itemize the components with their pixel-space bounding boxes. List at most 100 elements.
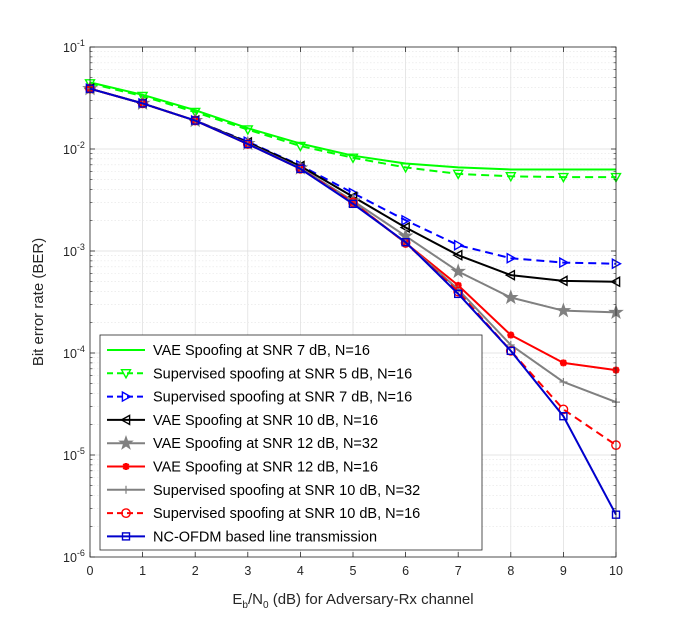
series-line — [89, 87, 617, 516]
x-tick-label: 0 — [87, 564, 94, 578]
legend-marker — [122, 485, 130, 494]
data-point — [557, 172, 570, 184]
data-point — [504, 269, 516, 281]
legend-marker — [121, 508, 131, 518]
y-tick-labels: 10-610-510-410-310-210-1 — [63, 38, 85, 565]
x-tick-label: 2 — [192, 564, 199, 578]
y-tick-label-exponent: -5 — [77, 446, 85, 456]
data-point — [242, 125, 254, 136]
legend-label: Supervised spoofing at SNR 10 dB, N=16 — [153, 506, 420, 522]
y-tick-label: 10-5 — [63, 446, 85, 463]
y-tick-label-exponent: -2 — [77, 140, 85, 150]
x-tick-label: 5 — [350, 564, 357, 578]
legend-label: VAE Spoofing at SNR 12 dB, N=32 — [153, 436, 378, 452]
data-point — [296, 164, 305, 173]
data-point — [555, 302, 572, 318]
x-tick-label: 3 — [244, 564, 251, 578]
legend-marker — [120, 414, 131, 426]
y-tick-label: 10-6 — [63, 548, 85, 565]
y-tick-label-base: 10 — [63, 245, 77, 259]
legend-entry: VAE Spoofing at SNR 12 dB, N=32 — [107, 434, 378, 452]
legend-label: Supervised spoofing at SNR 5 dB, N=16 — [153, 366, 412, 382]
data-point — [452, 249, 463, 261]
data-point — [452, 169, 464, 180]
data-point — [559, 359, 567, 367]
legend-entry: VAE Spoofing at SNR 10 dB, N=16 — [107, 413, 378, 429]
data-point — [502, 289, 519, 305]
legend-entry: NC-OFDM based line transmission — [107, 529, 377, 545]
data-point — [506, 252, 517, 264]
y-tick-label-base: 10 — [63, 41, 77, 55]
data-point — [401, 214, 412, 226]
data-point — [454, 281, 462, 289]
legend-label: Supervised spoofing at SNR 7 dB, N=16 — [153, 390, 412, 406]
legend-entry: Supervised spoofing at SNR 10 dB, N=32 — [107, 483, 420, 499]
x-axis-label-e: E — [232, 591, 242, 608]
legend-label: VAE Spoofing at SNR 12 dB, N=16 — [153, 460, 378, 476]
series-1 — [89, 81, 616, 171]
legend: VAE Spoofing at SNR 7 dB, N=16 Supervised… — [99, 334, 483, 551]
data-point — [450, 263, 467, 279]
x-tick-label: 9 — [560, 564, 567, 578]
x-tick-label: 1 — [139, 564, 146, 578]
legend-box — [99, 334, 483, 551]
x-axis-label-sub-0: 0 — [263, 600, 269, 611]
x-tick-label: 10 — [609, 564, 623, 578]
data-point — [559, 256, 570, 269]
y-tick-label-base: 10 — [63, 143, 77, 157]
x-axis-label-rest: (dB) for Adversary-Rx channel — [269, 591, 474, 608]
y-tick-label-base: 10 — [63, 551, 77, 565]
data-point — [611, 258, 622, 270]
legend-marker — [120, 369, 132, 380]
data-point — [138, 99, 147, 108]
legend-marker — [118, 434, 134, 450]
legend-marker — [122, 463, 130, 470]
legend-entry: VAE Spoofing at SNR 7 dB, N=16 — [107, 343, 370, 359]
data-point — [243, 139, 253, 149]
y-tick-label: 10-3 — [63, 242, 85, 259]
data-point — [453, 239, 465, 251]
y-tick-label-base: 10 — [63, 449, 77, 463]
x-axis-label-sub-b: b — [242, 600, 248, 611]
data-point — [190, 116, 200, 125]
data-point — [294, 141, 307, 152]
data-point — [506, 346, 515, 356]
legend-entry: VAE Spoofing at SNR 12 dB, N=16 — [107, 460, 378, 476]
data-point — [189, 107, 201, 119]
x-tick-labels: 0 1 2 3 4 5 6 7 8 9 10 — [87, 564, 623, 578]
data-point — [559, 412, 568, 421]
legend-entry: Supervised spoofing at SNR 5 dB, N=16 — [107, 366, 412, 382]
legend-marker — [121, 390, 132, 403]
y-tick-label-exponent: -1 — [77, 38, 85, 48]
data-point — [347, 153, 359, 164]
series-line — [89, 81, 616, 171]
legend-label: NC-OFDM based line transmission — [153, 529, 377, 545]
legend-label: VAE Spoofing at SNR 7 dB, N=16 — [153, 343, 370, 359]
x-axis-label-slash-n: /N — [248, 591, 263, 608]
data-point — [136, 91, 149, 103]
y-tick-label: 10-4 — [63, 344, 85, 361]
y-tick-label-exponent: -4 — [77, 344, 85, 354]
data-point — [559, 377, 568, 386]
legend-label: Supervised spoofing at SNR 10 dB, N=32 — [153, 483, 420, 499]
x-tick-label: 7 — [455, 564, 462, 578]
data-point — [401, 237, 410, 247]
data-point — [507, 331, 515, 339]
y-tick-label: 10-1 — [63, 38, 85, 55]
y-tick-label-exponent: -6 — [77, 548, 85, 558]
legend-entry: Supervised spoofing at SNR 10 dB, N=16 — [107, 506, 420, 522]
axis-ticks — [89, 46, 617, 558]
legend-label: VAE Spoofing at SNR 10 dB, N=16 — [153, 413, 378, 429]
x-tick-label: 4 — [297, 564, 304, 578]
data-point — [558, 404, 569, 415]
legend-entry: Supervised spoofing at SNR 7 dB, N=16 — [107, 390, 412, 406]
legend-marker — [121, 532, 131, 541]
x-tick-label: 8 — [507, 564, 514, 578]
data-point — [557, 275, 568, 287]
data-point — [505, 171, 517, 183]
x-tick-label: 6 — [402, 564, 409, 578]
legend-items: VAE Spoofing at SNR 7 dB, N=16 Supervised… — [107, 343, 420, 545]
series-line — [89, 82, 616, 179]
y-tick-label: 10-2 — [63, 140, 85, 157]
y-tick-label-base: 10 — [63, 347, 77, 361]
